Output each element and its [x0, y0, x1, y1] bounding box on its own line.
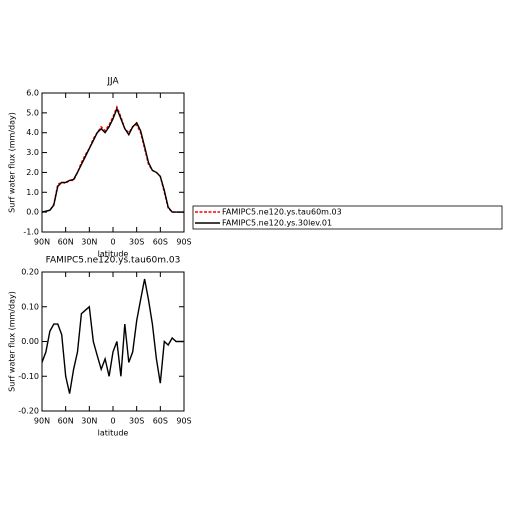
- chart-title: JJA: [106, 77, 119, 87]
- x-tick-label: 30S: [129, 238, 144, 247]
- x-tick-label: 90N: [34, 417, 50, 426]
- y-tick-label: 0.20: [21, 268, 39, 277]
- plot-frame: [41, 92, 185, 233]
- y-tick-label: 0.00: [21, 337, 39, 346]
- x-tick-label: 90S: [176, 238, 191, 247]
- x-tick-label: 0: [110, 417, 115, 426]
- legend-label: FAMIPC5.ne120.ys.30lev.01: [222, 219, 332, 228]
- y-tick-label: 5.0: [26, 108, 39, 117]
- x-tick-label: 30S: [129, 417, 144, 426]
- y-tick-label: -0.20: [18, 407, 39, 416]
- y-axis-label: Surf water flux (mm/day): [8, 291, 17, 392]
- y-axis-label: Surf water flux (mm/day): [8, 112, 17, 213]
- y-tick-label: -1.0: [23, 228, 39, 237]
- x-tick-label: 30N: [81, 417, 97, 426]
- y-tick-label: 6.0: [26, 89, 39, 98]
- series-line: [41, 105, 184, 213]
- series-line: [41, 278, 184, 394]
- y-tick-label: 0.0: [26, 208, 39, 217]
- y-tick-label: 4.0: [26, 128, 39, 137]
- x-tick-label: 60N: [58, 238, 74, 247]
- x-tick-label: 30N: [81, 238, 97, 247]
- y-tick-label: 2.0: [26, 168, 39, 177]
- series-line: [41, 107, 184, 213]
- x-tick-label: 60S: [153, 238, 168, 247]
- y-tick-label: 1.0: [26, 188, 39, 197]
- x-tick-label: 90N: [34, 238, 50, 247]
- x-tick-label: 60S: [153, 417, 168, 426]
- legend-label: FAMIPC5.ne120.ys.tau60m.03: [222, 208, 342, 217]
- plot-frame: [41, 271, 185, 412]
- y-tick-label: 3.0: [26, 148, 39, 157]
- x-axis-label: latitude: [98, 250, 129, 259]
- x-tick-label: 90S: [176, 417, 191, 426]
- y-tick-label: -0.10: [18, 372, 39, 381]
- x-tick-label: 60N: [58, 417, 74, 426]
- x-axis-label: latitude: [98, 429, 129, 438]
- chart-title: FAMIPC5.ne120.ys.tau60m.03: [46, 256, 181, 266]
- x-tick-label: 0: [110, 238, 115, 247]
- y-tick-label: 0.10: [21, 302, 39, 311]
- legend-box: [192, 205, 503, 230]
